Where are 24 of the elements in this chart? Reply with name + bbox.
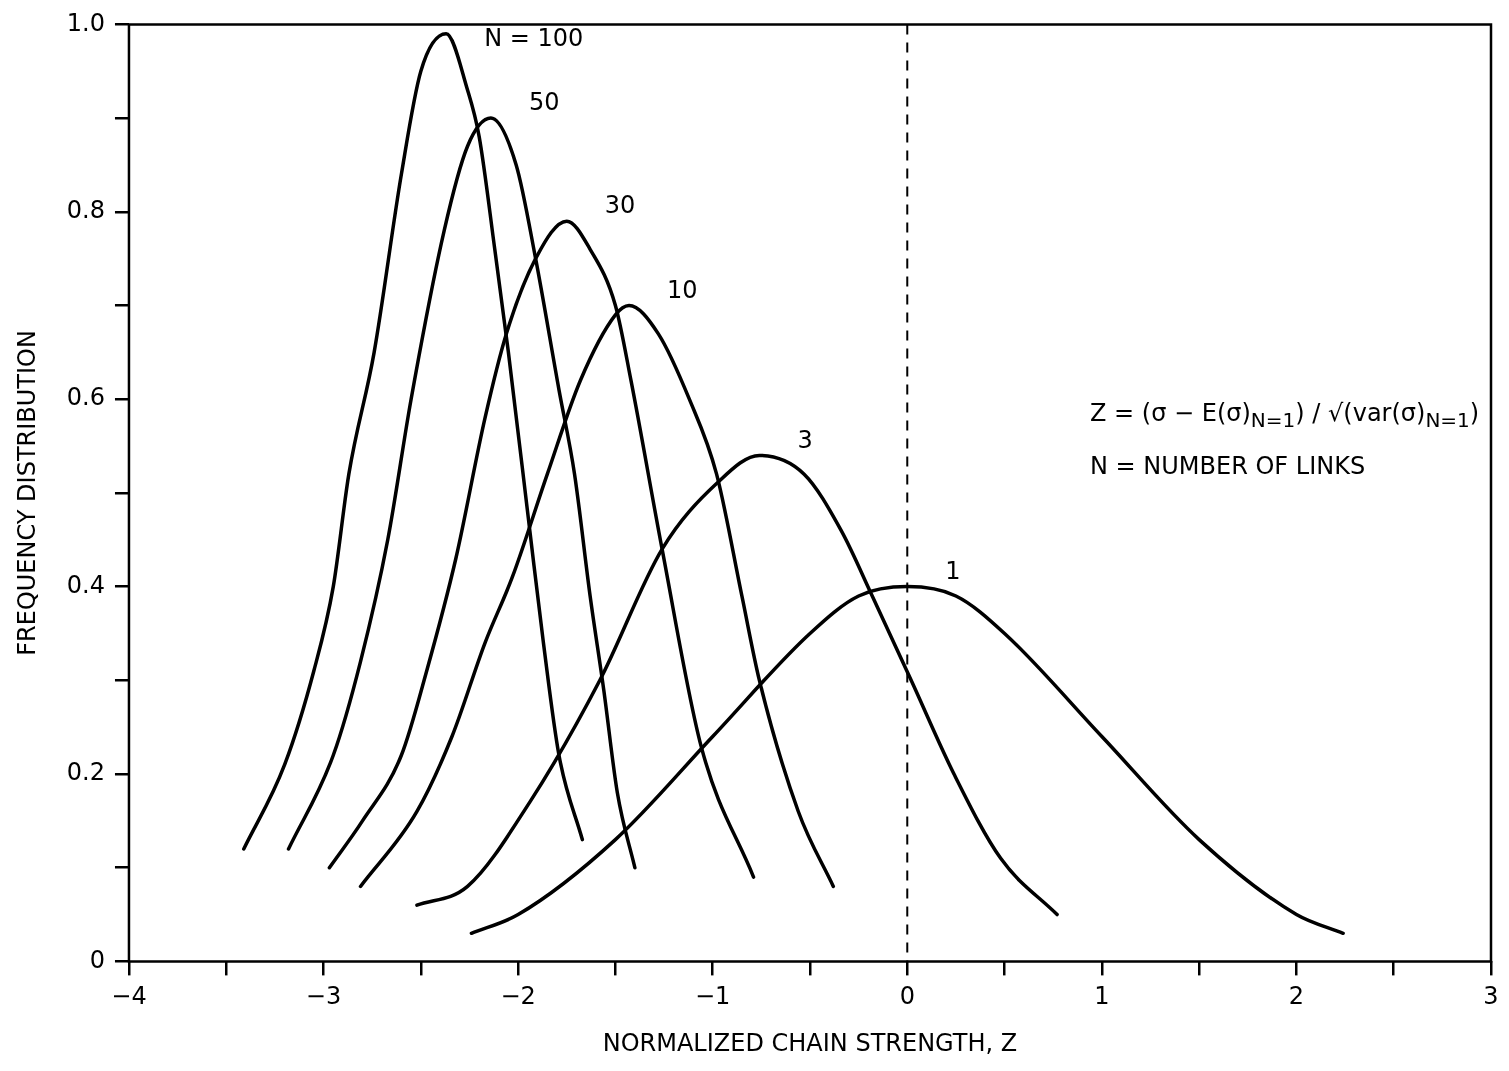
y-tick-label: 0.4	[66, 570, 105, 599]
series-label: 3	[797, 425, 813, 454]
x-tick-label: 0	[899, 982, 915, 1011]
y-tick-label: 0	[89, 945, 105, 974]
y-tick-label: 0.8	[66, 196, 105, 225]
x-tick-label: −3	[305, 982, 342, 1011]
series-label: 50	[528, 88, 560, 117]
series-label: 10	[667, 275, 698, 304]
x-tick-label: −2	[500, 982, 536, 1011]
x-tick-label: −1	[695, 982, 731, 1011]
x-tick-label: 3	[1483, 982, 1499, 1011]
series-label: 30	[604, 191, 636, 220]
y-tick-label: 0.2	[66, 758, 105, 787]
annotation: Z = (σ − E(σ)$_{N=1}$) / √(var(σ)$_{N=1}$)	[1090, 398, 1480, 434]
x-tick-label: 1	[1094, 982, 1110, 1011]
y-tick-label: 0.6	[66, 383, 105, 412]
series-label: 1	[945, 556, 961, 585]
annotation: N = NUMBER OF LINKS	[1090, 450, 1367, 482]
series-label: N = 100	[484, 23, 584, 52]
y-tick-label: 1.0	[66, 8, 105, 37]
x-axis-title: NORMALIZED CHAIN STRENGTH, Z	[602, 1028, 1018, 1057]
x-tick-label: 2	[1288, 982, 1305, 1011]
x-tick-label: −4	[111, 982, 147, 1011]
y-axis-title: FREQUENCY DISTRIBUTION	[12, 330, 41, 656]
